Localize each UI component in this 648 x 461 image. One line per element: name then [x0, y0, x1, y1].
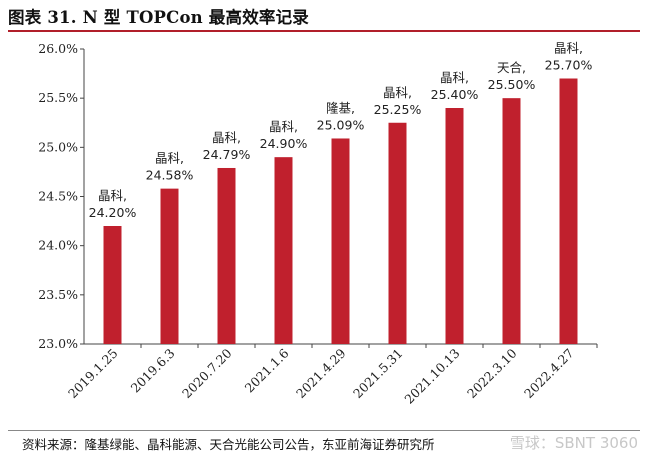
title-divider: [8, 30, 640, 32]
bar-value-label: 24.79%: [203, 147, 251, 162]
y-tick-label: 24.5%: [38, 189, 78, 204]
source-note: 资料来源：隆基绿能、晶科能源、天合光能公司公告，东亚前海证券研究所: [22, 437, 435, 452]
bar-value-label: 25.25%: [374, 102, 422, 117]
watermark: 雪球：SBNT 3060: [509, 434, 638, 452]
bar: [217, 167, 236, 344]
x-tick-label: 2020.7.20: [179, 345, 235, 401]
bar-company-label: 天合,: [497, 60, 526, 75]
bar-value-label: 24.90%: [260, 136, 308, 151]
bar-company-label: 晶科,: [269, 119, 298, 134]
y-tick-label: 24.0%: [38, 238, 78, 253]
x-tick-label: 2021.5.31: [350, 346, 406, 402]
y-tick-label: 23.5%: [38, 287, 78, 302]
x-tick-label: 2019.1.25: [65, 346, 121, 402]
footer-divider: [8, 430, 640, 431]
bar: [274, 157, 293, 344]
bar-company-label: 晶科,: [440, 70, 469, 85]
chart-title: 图表 31. N 型 TOPCon 最高效率记录: [8, 8, 310, 27]
bar-company-label: 晶科,: [155, 151, 184, 166]
bar-company-label: 晶科,: [383, 85, 412, 100]
bar: [502, 98, 521, 345]
bar: [388, 122, 407, 344]
x-tick-label: 2022.4.27: [521, 345, 577, 401]
bar-value-label: 25.40%: [431, 87, 479, 102]
bar-value-label: 24.20%: [89, 205, 137, 220]
bar: [331, 138, 350, 344]
bar: [559, 78, 578, 344]
x-tick-label: 2019.6.3: [128, 345, 178, 395]
bar: [445, 108, 464, 344]
bar-company-label: 晶科,: [554, 41, 583, 56]
bar-company-label: 晶科,: [98, 188, 127, 203]
bar-value-label: 25.50%: [488, 77, 536, 92]
y-tick-label: 25.5%: [38, 90, 78, 105]
bar-value-label: 24.58%: [146, 168, 194, 183]
x-tick-label: 2021.1.6: [242, 345, 292, 395]
y-tick-label: 25.0%: [38, 139, 78, 154]
x-tick-label: 2022.3.10: [464, 345, 520, 401]
y-tick-label: 26.0%: [38, 41, 78, 56]
bar-value-label: 25.09%: [317, 117, 365, 132]
bar-chart: 23.0% 23.5% 24.0% 24.5% 25.0% 25.5% 26.0% 2019.…: [38, 41, 598, 407]
x-tick-label: 2021.10.13: [401, 345, 462, 406]
bar: [103, 226, 122, 344]
y-tick-label: 23.0%: [38, 336, 78, 351]
bar-company-label: 晶科,: [212, 130, 241, 145]
bar-company-label: 隆基,: [326, 100, 355, 115]
bar: [160, 188, 179, 344]
bar-value-label: 25.70%: [545, 58, 593, 73]
x-tick-label: 2021.4.29: [293, 345, 349, 401]
